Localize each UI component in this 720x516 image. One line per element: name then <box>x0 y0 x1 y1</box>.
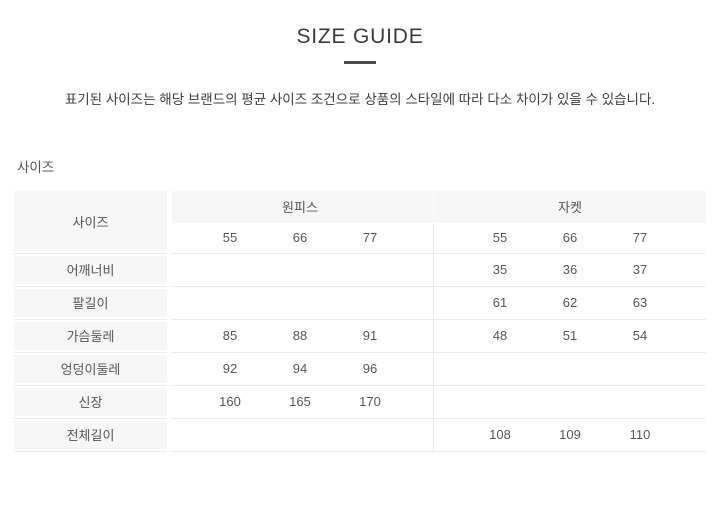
size-column-header: 55 <box>492 230 508 246</box>
size-column-header: 66 <box>292 230 308 246</box>
row-label: 어깨너비 <box>14 253 167 287</box>
size-value: 35 <box>492 262 508 278</box>
onepiece-values: 85 88 91 <box>172 320 433 353</box>
onepiece-values <box>172 287 433 320</box>
table-row: 가슴둘레 85 88 91 48 51 54 <box>14 319 706 353</box>
table-row: 신장 160 165 170 <box>14 385 706 419</box>
column-group-onepiece: 원피스 <box>172 190 433 223</box>
size-table-body: 어깨너비 35 36 37 팔길이 61 62 63 가슴둘레 85 88 91 48 51 54 엉덩이둘레… <box>14 253 706 452</box>
size-value: 91 <box>362 328 378 344</box>
row-label: 가슴둘레 <box>14 319 167 353</box>
size-column-header: 77 <box>632 230 648 246</box>
column-groups: 원피스 자켓 55 66 77 55 66 77 <box>172 190 706 254</box>
jacket-values: 61 62 63 <box>433 286 706 320</box>
jacket-values <box>433 352 706 386</box>
size-value: 61 <box>492 295 508 311</box>
size-value: 36 <box>562 262 578 278</box>
size-value: 54 <box>632 328 648 344</box>
page-title: SIZE GUIDE <box>296 25 424 48</box>
row-label: 신장 <box>14 385 167 419</box>
corner-header-cell: 사이즈 <box>14 190 167 254</box>
size-guide-note: 표기된 사이즈는 해당 브랜드의 평균 사이즈 조건으로 상품의 스타일에 따라… <box>64 92 656 107</box>
size-column-header: 55 <box>222 230 238 246</box>
size-value: 62 <box>562 295 578 311</box>
size-value: 165 <box>289 394 311 410</box>
jacket-values <box>433 385 706 419</box>
size-column-header: 66 <box>562 230 578 246</box>
size-value: 37 <box>632 262 648 278</box>
size-header-row: 55 66 77 55 66 77 <box>172 222 706 254</box>
size-value: 48 <box>492 328 508 344</box>
row-label: 전체길이 <box>14 418 167 452</box>
row-label: 팔길이 <box>14 286 167 320</box>
size-value: 85 <box>222 328 238 344</box>
column-group-jacket: 자켓 <box>433 190 706 223</box>
onepiece-values <box>172 419 433 452</box>
size-table: 사이즈 원피스 자켓 55 66 77 55 66 77 어깨너비 35 36 37 팔길이 61… <box>14 190 706 452</box>
title-divider <box>344 61 376 64</box>
size-value: 96 <box>362 361 378 377</box>
table-row: 엉덩이둘레 92 94 96 <box>14 352 706 386</box>
size-headers-jacket: 55 66 77 <box>433 222 706 254</box>
size-value: 92 <box>222 361 238 377</box>
size-value: 110 <box>629 427 651 443</box>
size-value: 160 <box>219 394 241 410</box>
jacket-values: 108 109 110 <box>433 418 706 452</box>
onepiece-values <box>172 254 433 287</box>
size-headers-onepiece: 55 66 77 <box>172 223 433 254</box>
size-value: 51 <box>562 328 578 344</box>
size-value: 108 <box>489 427 511 443</box>
size-value: 63 <box>632 295 648 311</box>
size-value: 170 <box>359 394 381 410</box>
jacket-values: 35 36 37 <box>433 253 706 287</box>
size-value: 88 <box>292 328 308 344</box>
size-column-header: 77 <box>362 230 378 246</box>
group-header-row: 원피스 자켓 <box>172 190 706 223</box>
table-row: 팔길이 61 62 63 <box>14 286 706 320</box>
onepiece-values: 92 94 96 <box>172 353 433 386</box>
size-value: 94 <box>292 361 308 377</box>
section-label: 사이즈 <box>17 159 55 175</box>
size-value: 109 <box>559 427 581 443</box>
onepiece-values: 160 165 170 <box>172 386 433 419</box>
table-header: 사이즈 원피스 자켓 55 66 77 55 66 77 <box>14 190 706 254</box>
table-row: 전체길이 108 109 110 <box>14 418 706 452</box>
row-label: 엉덩이둘레 <box>14 352 167 386</box>
jacket-values: 48 51 54 <box>433 319 706 353</box>
table-row: 어깨너비 35 36 37 <box>14 253 706 287</box>
